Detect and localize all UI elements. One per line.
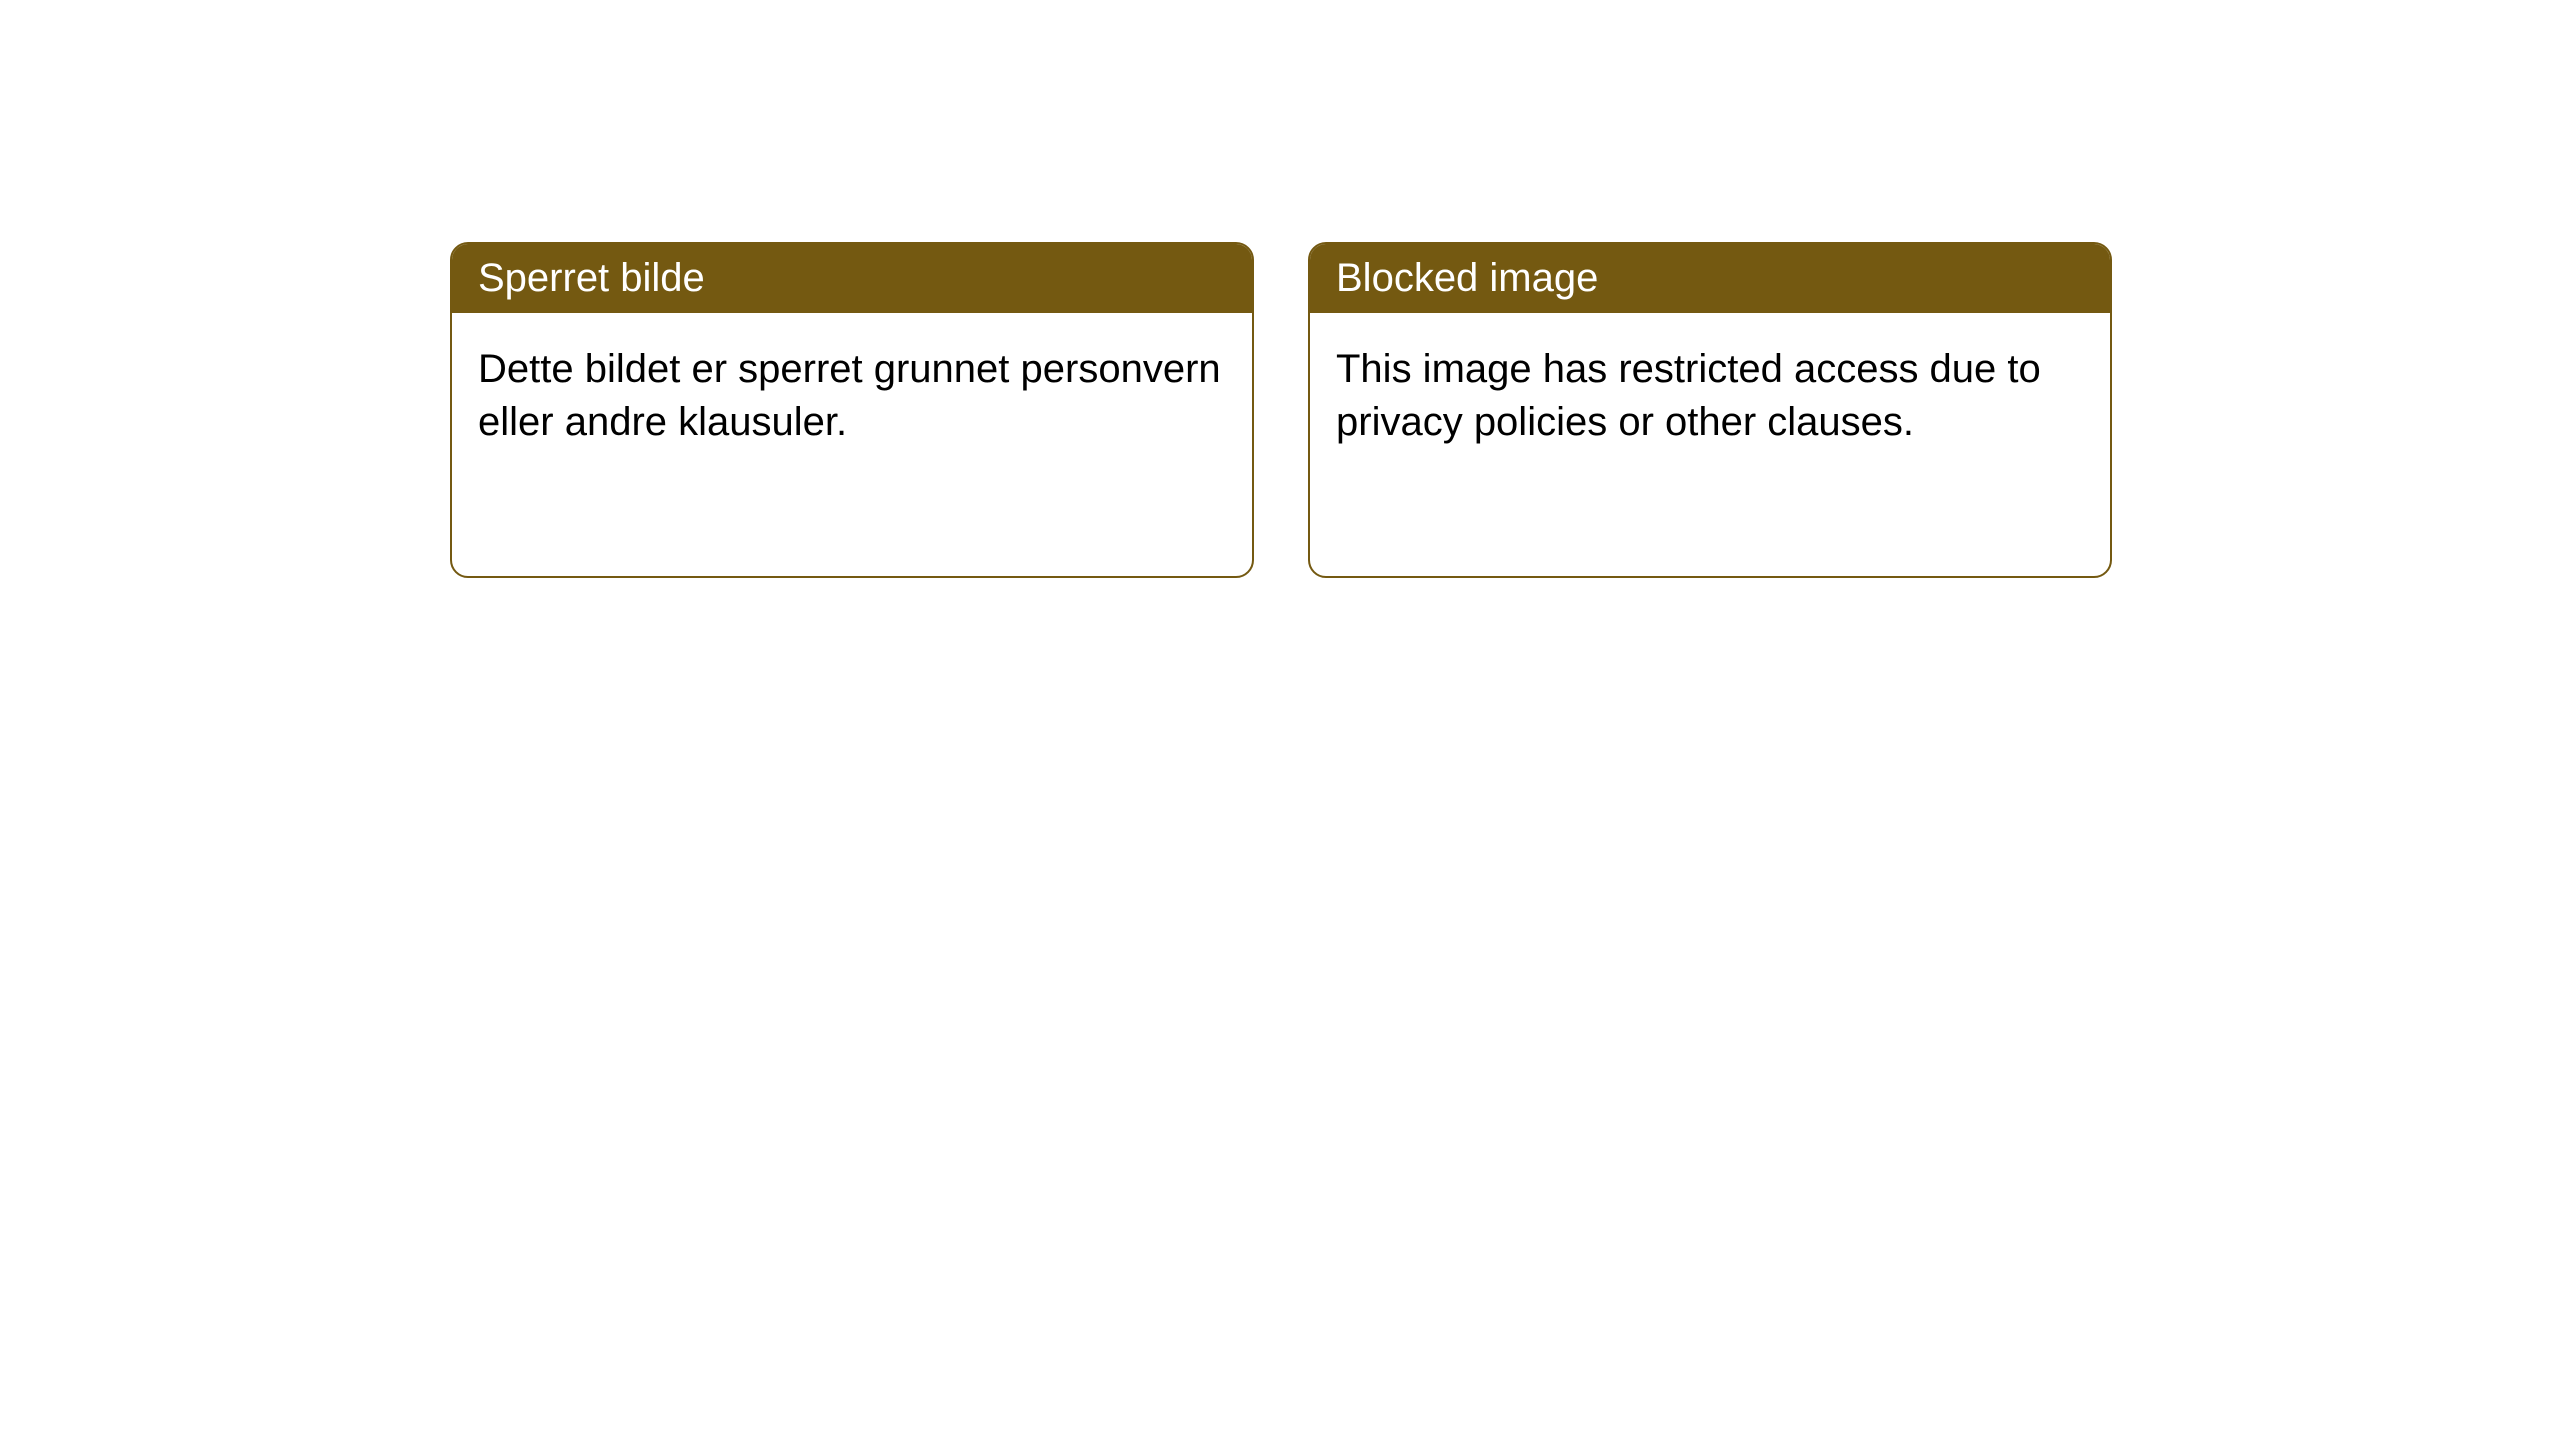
notice-card-english: Blocked image This image has restricted … — [1308, 242, 2112, 578]
card-title: Blocked image — [1336, 256, 1598, 300]
card-header: Sperret bilde — [452, 244, 1252, 313]
notice-cards-container: Sperret bilde Dette bildet er sperret gr… — [450, 242, 2112, 578]
card-body: This image has restricted access due to … — [1310, 313, 2110, 479]
card-header: Blocked image — [1310, 244, 2110, 313]
card-body-text: This image has restricted access due to … — [1336, 347, 2041, 444]
card-body-text: Dette bildet er sperret grunnet personve… — [478, 347, 1221, 444]
card-title: Sperret bilde — [478, 256, 705, 300]
card-body: Dette bildet er sperret grunnet personve… — [452, 313, 1252, 479]
notice-card-norwegian: Sperret bilde Dette bildet er sperret gr… — [450, 242, 1254, 578]
